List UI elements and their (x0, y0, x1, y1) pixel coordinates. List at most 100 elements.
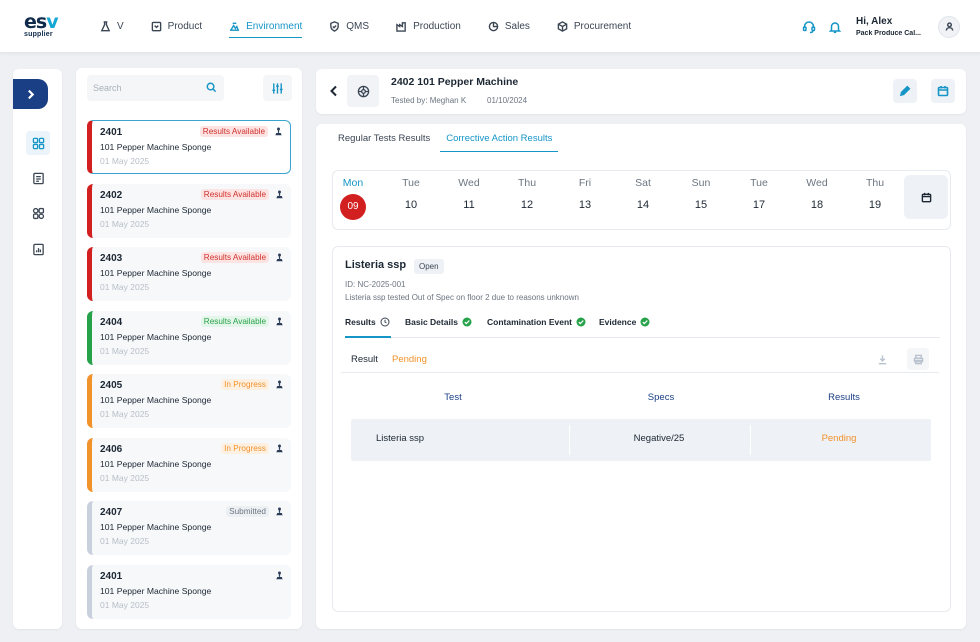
left-rail (13, 69, 62, 629)
card-date: 01 May 2025 (100, 156, 150, 166)
day-date: 19 (868, 199, 882, 211)
sales-icon (488, 21, 499, 32)
subtab-evidence[interactable]: Evidence (599, 317, 650, 327)
print-button[interactable] (907, 348, 929, 370)
download-button[interactable] (871, 348, 893, 370)
dashboard-grid-button[interactable] (26, 131, 50, 155)
swab-icon (275, 317, 284, 329)
filter-button[interactable] (263, 75, 292, 101)
result-label: Result (351, 354, 378, 365)
avatar[interactable] (938, 15, 960, 38)
day-tue-10[interactable]: Tue 10 (391, 177, 431, 211)
day-name: Sun (691, 177, 711, 189)
test-card[interactable]: 2402 Results Available 101 Pepper Machine … (87, 183, 291, 238)
column-header-test: Test (444, 392, 462, 403)
cell-specs: Negative/25 (633, 433, 685, 444)
day-fri-13[interactable]: Fri 13 (565, 177, 605, 211)
card-date: 01 May 2025 (100, 345, 150, 356)
components-icon (32, 207, 44, 219)
card-name: 101 Pepper Machine Sponge (100, 458, 212, 469)
subtab-basic-details[interactable]: Basic Details (405, 317, 472, 327)
back-button[interactable] (329, 85, 339, 100)
search-input[interactable] (87, 75, 199, 101)
subtab-contamination-event[interactable]: Contamination Event (487, 317, 586, 327)
expand-sidebar-button[interactable] (13, 79, 48, 109)
card-name: 101 Pepper Machine Sponge (100, 522, 212, 532)
day-thu-19[interactable]: Thu 19 (855, 177, 895, 211)
nav-item-qms[interactable]: QMS (329, 0, 369, 53)
day-wed-11[interactable]: Wed 11 (449, 177, 489, 211)
search-icon[interactable] (206, 82, 217, 96)
day-tue-17[interactable]: Tue 17 (739, 177, 779, 211)
day-date: 13 (578, 199, 592, 211)
nav-item-v[interactable]: V (100, 0, 124, 53)
day-wed-18[interactable]: Wed 18 (797, 177, 837, 211)
swab-icon (274, 127, 283, 139)
user-greeting: Hi, Alex (856, 16, 893, 27)
detail-id: ID: NC-2025-001 (345, 280, 406, 289)
card-name: 101 Pepper Machine Sponge (100, 395, 212, 405)
status-badge: Open (414, 259, 444, 274)
check-circle-icon (462, 317, 472, 327)
day-thu-12[interactable]: Thu 12 (507, 177, 547, 211)
card-id: 2404 (100, 316, 123, 328)
top-navbar: esv supplier V Product Environment QMS P… (0, 0, 980, 53)
list-document-button[interactable] (26, 166, 50, 190)
document-list-icon (32, 172, 44, 184)
nav-item-production[interactable]: Production (396, 0, 461, 53)
subtab-results[interactable]: Results (345, 317, 391, 338)
card-id: 2406 (100, 443, 123, 455)
nav-item-environment[interactable]: Environment (229, 0, 303, 53)
download-icon (878, 354, 886, 364)
test-card[interactable]: 2405 In Progress 101 Pepper Machine Sponge… (87, 374, 291, 428)
day-name: Tue (402, 177, 420, 189)
components-button[interactable] (26, 201, 50, 225)
test-card[interactable]: 2401 Results Available 101 Pepper Machine … (87, 120, 291, 174)
test-card[interactable]: 2404 Results Available 101 Pepper Machine … (87, 310, 291, 365)
test-card[interactable]: 2406 In Progress 101 Pepper Machine Sponge… (87, 437, 291, 492)
day-sun-15[interactable]: Sun 15 (681, 177, 721, 211)
check-circle-icon (640, 317, 650, 327)
nav-item-sales[interactable]: Sales (488, 0, 530, 53)
bell-icon[interactable] (828, 20, 842, 34)
nav-item-product[interactable]: Product (151, 0, 202, 53)
clock-icon (380, 317, 390, 327)
printer-icon (913, 354, 923, 364)
user-icon (945, 22, 953, 31)
brand-logo[interactable]: esv supplier (24, 11, 59, 39)
swab-icon (275, 444, 284, 456)
open-calendar-button[interactable] (904, 175, 948, 219)
day-name: Thu (865, 177, 885, 189)
day-mon-09[interactable]: Mon 09 (333, 177, 373, 220)
table-row[interactable]: Listeria ssp Negative/25 Pending (351, 419, 931, 461)
card-name: 101 Pepper Machine Sponge (100, 268, 212, 278)
test-card[interactable]: 2401 101 Pepper Machine Sponge 01 May 2025 (87, 564, 291, 619)
user-info[interactable]: Hi, Alex Pack Produce Cal... (856, 16, 928, 37)
tested-by: Tested by: Meghan K (391, 96, 467, 105)
flask-icon (100, 21, 111, 32)
day-date: 17 (752, 199, 766, 211)
day-name: Tue (750, 177, 768, 189)
card-id: 2401 (100, 127, 123, 138)
calendar-button[interactable] (931, 79, 955, 103)
cell-result: Pending (821, 433, 857, 444)
search-box (87, 75, 224, 101)
swab-icon (275, 253, 284, 265)
day-sat-14[interactable]: Sat 14 (623, 177, 663, 211)
test-card[interactable]: 2403 Results Available 101 Pepper Machine … (87, 247, 291, 301)
edit-button[interactable] (893, 79, 917, 103)
day-date: 09 (340, 194, 366, 220)
card-id: 2405 (100, 380, 123, 391)
day-date: 12 (520, 199, 534, 211)
detail-subtabs: Results Basic Details Contamination Even… (345, 314, 940, 338)
status-badge: Submitted (226, 506, 269, 517)
tab-regular-tests[interactable]: Regular Tests Results (338, 133, 431, 144)
main-nav: V Product Environment QMS Production Sal… (100, 0, 658, 53)
page-title: 2402 101 Pepper Machine (391, 76, 519, 88)
tab-corrective-action[interactable]: Corrective Action Results (440, 124, 559, 152)
nav-item-procurement[interactable]: Procurement (557, 0, 631, 53)
support-icon[interactable] (802, 20, 816, 34)
report-button[interactable] (26, 237, 50, 261)
test-card[interactable]: 2407 Submitted 101 Pepper Machine Sponge 01… (87, 501, 291, 555)
day-date: 18 (810, 199, 824, 211)
